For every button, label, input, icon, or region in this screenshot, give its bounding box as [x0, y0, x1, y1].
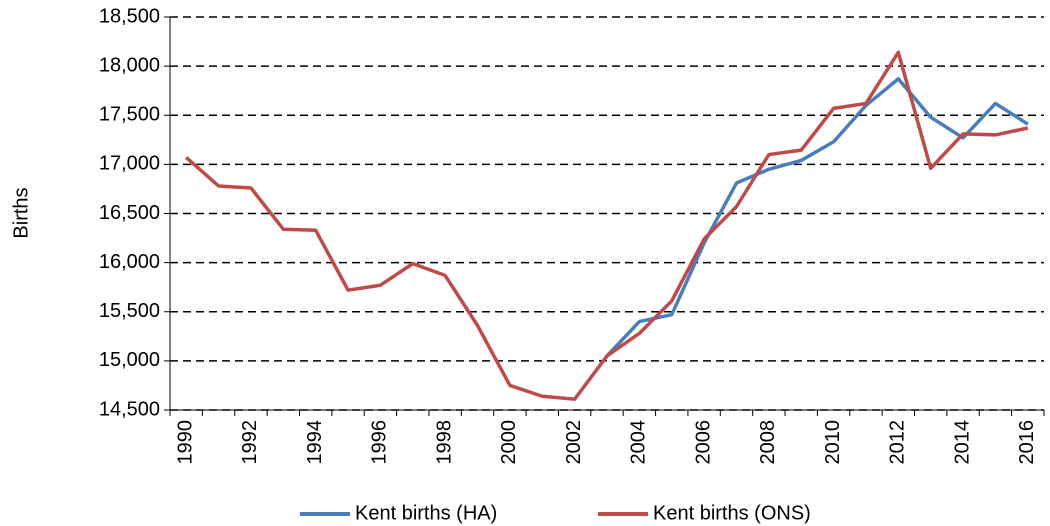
x-tick-label: 1998 — [433, 420, 455, 465]
x-tick-label: 1992 — [239, 420, 261, 465]
x-tick-label: 2016 — [1016, 420, 1038, 465]
x-tick-label: 2012 — [887, 420, 909, 465]
line-series — [605, 77, 1029, 358]
y-tick-label: 17,500 — [99, 104, 160, 126]
y-tick-label: 15,000 — [99, 349, 160, 371]
x-tick-label: 1996 — [369, 420, 391, 465]
x-tick-label: 2000 — [498, 420, 520, 465]
line-series — [185, 50, 1029, 401]
y-tick-label: 15,500 — [99, 300, 160, 322]
legend-label: Kent births (HA) — [355, 502, 497, 524]
x-tick-label: 1994 — [304, 420, 326, 465]
y-tick-label: 18,000 — [99, 54, 160, 76]
x-tick-label: 2006 — [692, 420, 714, 465]
x-tick-label: 2014 — [951, 420, 973, 465]
y-tick-label: 17,000 — [99, 153, 160, 175]
y-tick-label: 16,000 — [99, 251, 160, 273]
x-tick-label: 2004 — [628, 420, 650, 465]
y-tick-label: 16,500 — [99, 202, 160, 224]
y-tick-label: 18,500 — [99, 5, 160, 27]
x-tick-label: 2010 — [822, 420, 844, 465]
x-tick-label: 1990 — [174, 420, 196, 465]
x-tick-label: 2002 — [563, 420, 585, 465]
y-axis-label: Births — [10, 187, 32, 238]
x-tick-label: 2008 — [757, 420, 779, 465]
y-tick-label: 14,500 — [99, 398, 160, 420]
legend-label: Kent births (ONS) — [653, 502, 811, 524]
